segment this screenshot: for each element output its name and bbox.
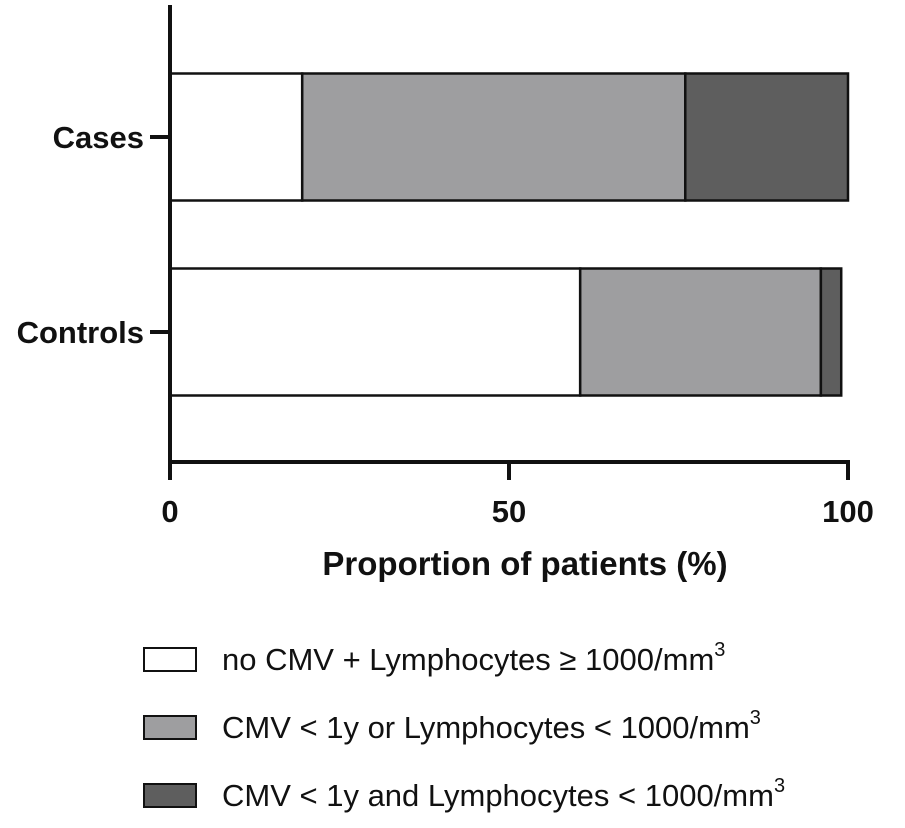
- bar-segment-cases-3: [684, 72, 850, 202]
- stacked-bar-chart: Cases Controls 0 50 100 Proportion of patie…: [17, 5, 874, 582]
- legend-swatch-white: [143, 647, 197, 672]
- bar-segment-controls-1: [168, 267, 582, 397]
- bar-segment-cases-1: [168, 72, 304, 202]
- legend-swatch-light-gray: [143, 715, 197, 740]
- bars-group: [168, 72, 850, 397]
- legend-item-cmv-and-lympho: CMV < 1y and Lymphocytes < 1000/mm3: [143, 775, 903, 813]
- legend-label: CMV < 1y or Lymphocytes < 1000/mm3: [222, 707, 761, 745]
- bar-segment-cases-2: [300, 72, 687, 202]
- legend-item-no-cmv: no CMV + Lymphocytes ≥ 1000/mm3: [143, 639, 903, 677]
- y-tick-label-controls: Controls: [17, 315, 144, 350]
- x-tick-label-0: 0: [161, 494, 178, 529]
- bar-segment-controls-2: [578, 267, 823, 397]
- y-ticks-group: Cases Controls: [17, 120, 170, 350]
- legend-swatch-dark-gray: [143, 783, 197, 808]
- x-axis-label: Proportion of patients (%): [322, 545, 727, 582]
- x-ticks-group: 0 50 100: [161, 462, 874, 529]
- x-tick-label-50: 50: [492, 494, 526, 529]
- bar-segment-controls-3: [819, 267, 843, 397]
- legend-label: no CMV + Lymphocytes ≥ 1000/mm3: [222, 639, 726, 677]
- y-tick-label-cases: Cases: [53, 120, 144, 155]
- legend-label: CMV < 1y and Lymphocytes < 1000/mm3: [222, 775, 786, 813]
- x-tick-label-100: 100: [822, 494, 874, 529]
- legend-item-cmv-or-lympho: CMV < 1y or Lymphocytes < 1000/mm3: [143, 707, 903, 745]
